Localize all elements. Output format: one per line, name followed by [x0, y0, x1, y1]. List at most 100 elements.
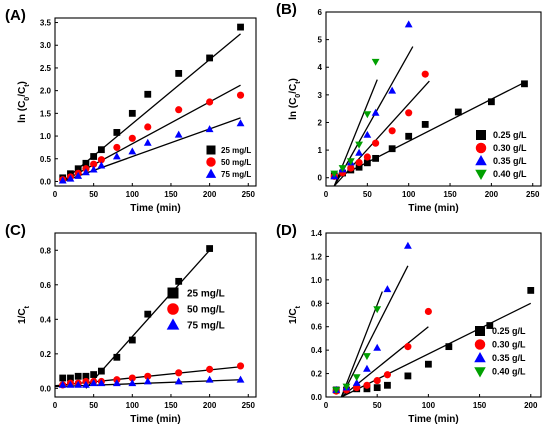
panel-c-x-tick-label: 200	[203, 401, 217, 410]
panel-a-data-point	[206, 54, 214, 62]
panel-c-y-axis-title: 1/Ct	[17, 305, 31, 324]
panel-b-legend-marker	[475, 142, 487, 154]
panel-d-x-tick-label: 150	[473, 401, 487, 410]
panel-d-data-point	[373, 306, 382, 314]
panel-a-data-point	[206, 98, 214, 106]
panel-b-data-point	[421, 70, 429, 78]
panel-c-data-point	[128, 374, 136, 382]
panel-d-legend-marker	[474, 339, 486, 350]
panel-b-legend-marker	[475, 169, 487, 180]
panel-a-y-tick-label: 3.5	[40, 19, 52, 28]
panel-c-data-point	[206, 245, 214, 252]
panel-c-data-point	[74, 372, 82, 380]
panel-b-frame	[325, 11, 542, 187]
panel-b-legend-marker	[475, 155, 487, 166]
panel-c-data-point	[113, 353, 121, 361]
panel-a-data-point	[205, 125, 214, 133]
panel-a-data-point	[113, 143, 121, 151]
panel-c-legend-marker	[167, 287, 179, 299]
panel-b-data-point	[355, 141, 363, 149]
panel-c-data-point	[66, 380, 75, 388]
panel-c-legend-label: 75 mg/L	[187, 321, 225, 332]
panel-c-fit-line-0	[85, 249, 211, 389]
panel-b-data-point	[521, 80, 528, 88]
panel-c-x-tick-label: 150	[164, 401, 178, 410]
panel-a-legend: 25 mg/L 50 mg/L 75 mg/L	[205, 145, 251, 179]
panel-a-series-1	[59, 91, 245, 184]
panel-b-data-point	[355, 148, 363, 156]
panel-b-x-tick-label: 0	[324, 190, 329, 199]
panel-b-data-point	[487, 98, 495, 106]
panel-c-data-point	[128, 336, 136, 344]
panel-a: (A) 0 50 100 150 200 250 0.0 0.5 1.0 1.5 2.0 2.5 3.0 3…	[5, 7, 257, 214]
panel-d-data-point	[373, 384, 381, 392]
panel-b-data-point	[421, 121, 429, 128]
panel-c-data-point	[67, 374, 74, 382]
panel-a-y-tick-label: 2.5	[40, 64, 52, 73]
panel-c-data-point	[174, 377, 183, 385]
panel-d-data-point	[403, 241, 412, 249]
panel-c-data-point	[97, 367, 105, 375]
panel-b-series-1	[330, 70, 429, 180]
panel-a-data-point	[97, 146, 105, 154]
panel-c-data-point	[82, 372, 90, 380]
panel-a-data-point	[113, 129, 121, 136]
panel-a-fit-line-1	[62, 84, 241, 183]
panel-d-legend: 0.25 g/L 0.30 g/L 0.35 g/L 0.40 g/L	[474, 326, 526, 378]
panel-c: (C) 0 50 100 150 200 250 0.0 0.2 0.4 0.6 0.8 Time (m…	[5, 222, 257, 425]
panel-d-y-tick-label: 1.2	[311, 252, 323, 261]
panel-d-x-axis-title: Time (min)	[408, 414, 458, 425]
panel-a-series-0	[59, 23, 244, 182]
panel-d-letter: (D)	[276, 222, 297, 239]
panel-a-data-point	[90, 160, 98, 168]
panel-d-fit-line-2	[340, 265, 409, 398]
panel-b-data-point	[355, 158, 363, 167]
panel-b-x-axis-title: Time (min)	[408, 203, 458, 214]
panel-d-legend-label: 0.35 g/L	[492, 353, 526, 363]
panel-a-data-point	[128, 134, 136, 142]
panel-c-data-point	[144, 310, 152, 318]
panel-d-legend-marker	[475, 326, 485, 336]
panel-a-data-point	[74, 171, 83, 179]
panel-b-y-tick-label: 5	[318, 36, 323, 45]
panel-c-data-point	[82, 380, 90, 388]
panel-d-y-tick-label: 1.4	[311, 229, 323, 238]
panel-a-y-axis-title: ln (C0/Ct)	[17, 81, 31, 123]
panel-d-data-point	[404, 343, 412, 351]
panel-b-legend: 0.25 g/L 0.30 g/L 0.35 g/L 0.40 g/L	[475, 130, 527, 180]
panel-c-y-tick-label: 0.8	[40, 246, 52, 255]
panel-d-legend-label: 0.40 g/L	[492, 367, 526, 377]
panel-d-x-tick-label: 200	[524, 401, 538, 410]
panel-b-legend-marker	[476, 130, 486, 140]
panel-b-data-point	[388, 145, 396, 153]
panel-d-y-tick-label: 0.8	[311, 299, 323, 308]
panel-a-data-point	[237, 23, 244, 31]
panel-c-data-point	[236, 362, 245, 370]
panel-b-legend-label: 0.40 g/L	[493, 169, 527, 179]
panel-b-data-point	[404, 20, 413, 28]
panel-a-legend-label: 75 mg/L	[221, 170, 251, 179]
panel-b-x-tick-label: 50	[363, 190, 372, 199]
panel-d-y-axis-title: 1/Ct	[288, 305, 302, 324]
panel-c-legend-marker	[167, 303, 179, 315]
panel-d-y-tick-label: 0.6	[311, 323, 323, 332]
panel-d-legend-marker	[474, 352, 486, 363]
panel-d-legend-label: 0.30 g/L	[492, 340, 526, 350]
panel-d-y-tick-label: 0.4	[311, 346, 323, 355]
panel-c-data-point	[206, 365, 214, 373]
panel-d-data-point	[353, 384, 361, 392]
panel-a-data-point	[74, 165, 82, 173]
panel-d-data-point	[363, 353, 371, 361]
panel-a-data-point	[128, 109, 136, 117]
panel-b-y-tick-label: 3	[318, 91, 323, 100]
panel-b-data-point	[330, 170, 339, 178]
panel-a-x-axis-title: Time (min)	[130, 203, 180, 214]
panel-b-x-tick-label: 100	[402, 190, 416, 199]
panel-b-data-point	[371, 108, 380, 116]
panel-c-x-tick-label: 250	[242, 401, 256, 410]
panel-a-x-tick-label: 150	[164, 190, 178, 199]
panel-a-data-point	[175, 106, 183, 114]
panel-a-data-point	[236, 119, 245, 127]
panel-b-data-point	[405, 109, 413, 117]
panel-c-data-point	[112, 379, 121, 387]
